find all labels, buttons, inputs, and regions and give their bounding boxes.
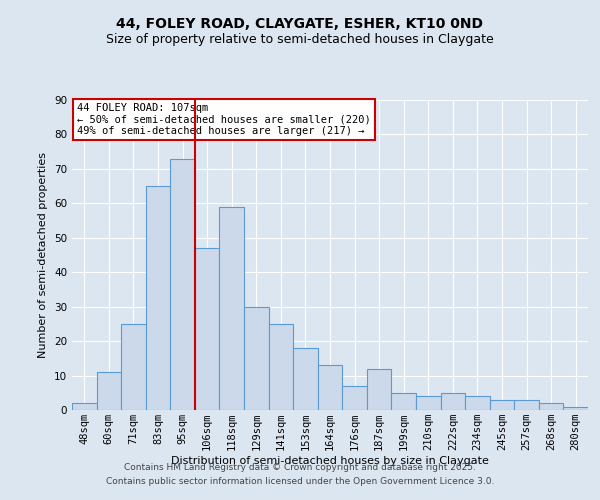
- Bar: [465, 396, 490, 410]
- Y-axis label: Number of semi-detached properties: Number of semi-detached properties: [38, 152, 49, 358]
- Bar: [563, 406, 588, 410]
- Bar: [490, 400, 514, 410]
- Bar: [367, 368, 391, 410]
- Bar: [121, 324, 146, 410]
- Bar: [514, 400, 539, 410]
- Text: 44 FOLEY ROAD: 107sqm
← 50% of semi-detached houses are smaller (220)
49% of sem: 44 FOLEY ROAD: 107sqm ← 50% of semi-deta…: [77, 103, 371, 136]
- Bar: [146, 186, 170, 410]
- X-axis label: Distribution of semi-detached houses by size in Claygate: Distribution of semi-detached houses by …: [171, 456, 489, 466]
- Bar: [220, 207, 244, 410]
- Bar: [269, 324, 293, 410]
- Bar: [72, 403, 97, 410]
- Bar: [440, 393, 465, 410]
- Text: Size of property relative to semi-detached houses in Claygate: Size of property relative to semi-detach…: [106, 32, 494, 46]
- Bar: [244, 306, 269, 410]
- Bar: [97, 372, 121, 410]
- Bar: [416, 396, 440, 410]
- Bar: [539, 403, 563, 410]
- Text: Contains public sector information licensed under the Open Government Licence 3.: Contains public sector information licen…: [106, 477, 494, 486]
- Bar: [170, 158, 195, 410]
- Bar: [318, 365, 342, 410]
- Text: Contains HM Land Registry data © Crown copyright and database right 2025.: Contains HM Land Registry data © Crown c…: [124, 464, 476, 472]
- Bar: [342, 386, 367, 410]
- Bar: [195, 248, 220, 410]
- Bar: [293, 348, 318, 410]
- Text: 44, FOLEY ROAD, CLAYGATE, ESHER, KT10 0ND: 44, FOLEY ROAD, CLAYGATE, ESHER, KT10 0N…: [116, 18, 484, 32]
- Bar: [391, 393, 416, 410]
